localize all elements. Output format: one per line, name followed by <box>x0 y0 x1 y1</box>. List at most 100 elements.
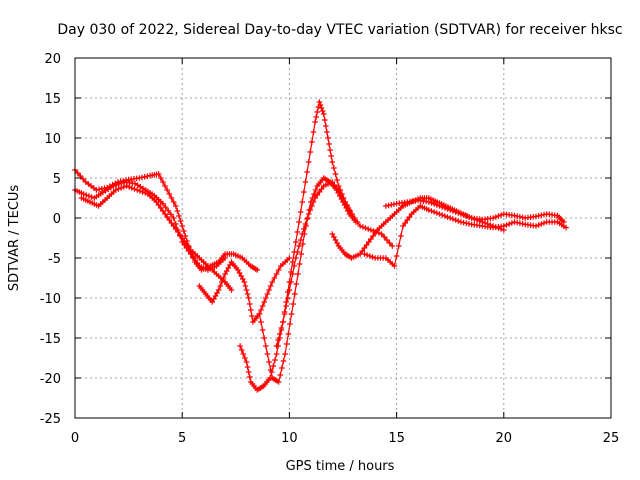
data-point-marker <box>289 271 296 277</box>
x-tick-label: 10 <box>281 431 298 446</box>
data-point-marker <box>447 215 453 221</box>
data-point-marker <box>312 187 319 193</box>
data-point-marker <box>241 279 248 285</box>
data-point-marker <box>217 283 224 289</box>
data-point-marker <box>293 239 299 245</box>
data-point-marker <box>563 224 569 231</box>
data-point-marker <box>279 365 285 371</box>
data-point-marker <box>168 195 175 201</box>
data-point-marker <box>225 265 232 271</box>
data-point-marker <box>368 227 374 233</box>
data-point-marker <box>239 276 246 282</box>
y-tick-label: 0 <box>53 212 61 227</box>
data-point-marker <box>404 217 411 223</box>
y-tick-label: -25 <box>40 412 61 427</box>
data-point-marker <box>277 372 284 378</box>
data-point-marker <box>160 179 166 185</box>
data-point-marker <box>466 214 472 220</box>
data-point-marker <box>455 218 462 224</box>
data-point-marker <box>307 149 314 155</box>
data-point-marker <box>310 129 317 135</box>
data-point-marker <box>332 171 339 177</box>
data-point-marker <box>174 208 181 214</box>
data-point-marker <box>222 255 228 261</box>
data-point-marker <box>267 367 274 373</box>
x-tick-label: 15 <box>388 431 405 446</box>
data-point-marker <box>318 186 325 192</box>
data-point-marker <box>190 254 196 260</box>
data-point-marker <box>272 357 278 363</box>
data-point-marker <box>318 105 325 111</box>
data-point-marker <box>294 229 301 235</box>
series-arc-1 <box>72 167 261 273</box>
y-tick-label: 15 <box>44 92 61 107</box>
data-point-marker <box>349 211 355 217</box>
axis-ticks: 0 5 10 15 20 25 -25 -20 -15 -10 -5 0 5 10 15 20 <box>40 52 620 446</box>
data-point-marker <box>391 263 398 269</box>
chart-title: Day 030 of 2022, Sidereal Day-to-day VTE… <box>57 22 622 38</box>
data-point-marker <box>357 223 363 229</box>
series-arc-10 <box>383 197 567 225</box>
data-point-marker <box>112 187 119 193</box>
data-point-marker <box>316 99 323 105</box>
y-tick-label: -5 <box>48 252 61 267</box>
data-point-marker <box>118 185 124 191</box>
data-point-marker <box>305 159 312 165</box>
data-point-marker <box>288 279 294 285</box>
data-point-marker <box>179 235 185 241</box>
data-point-marker <box>162 211 168 217</box>
data-point-marker <box>266 287 272 293</box>
data-point-marker <box>176 213 182 219</box>
data-point-marker <box>367 253 373 259</box>
data-point-marker <box>110 183 117 189</box>
data-point-marker <box>509 220 515 226</box>
data-point-marker <box>402 220 408 226</box>
data-point-marker <box>249 313 255 319</box>
data-point-marker <box>444 214 451 220</box>
data-point-marker <box>165 208 172 214</box>
data-point-marker <box>436 211 443 217</box>
data-point-marker <box>137 188 143 194</box>
data-point-marker <box>220 275 227 281</box>
data-point-marker <box>256 311 263 317</box>
data-point-marker <box>501 223 507 229</box>
data-point-marker <box>450 216 456 222</box>
data-point-marker <box>245 369 252 375</box>
data-point-marker <box>342 199 348 205</box>
data-point-marker <box>381 234 388 240</box>
data-point-marker <box>395 243 402 249</box>
data-point-marker <box>442 205 448 211</box>
data-point-marker <box>452 209 459 215</box>
data-point-marker <box>271 275 278 281</box>
data-point-marker <box>400 223 406 229</box>
data-point-marker <box>344 203 351 209</box>
data-point-marker <box>86 193 92 199</box>
data-point-marker <box>181 238 188 244</box>
series-line <box>239 101 353 391</box>
data-point-marker <box>329 179 336 185</box>
data-point-marker <box>116 181 122 187</box>
x-axis-label: GPS time / hours <box>286 459 395 474</box>
series-arc-4 <box>196 255 293 325</box>
data-point-marker <box>314 109 321 115</box>
data-point-marker <box>168 211 174 218</box>
data-point-marker <box>304 169 310 175</box>
data-point-marker <box>115 186 122 192</box>
data-point-marker <box>369 254 376 260</box>
data-point-marker <box>246 301 253 307</box>
data-point-marker <box>452 217 459 223</box>
data-point-marker <box>155 202 162 208</box>
data-point-marker <box>309 139 315 145</box>
data-point-marker <box>166 217 173 223</box>
data-point-marker <box>153 199 160 205</box>
data-point-marker <box>311 191 317 197</box>
data-point-marker <box>74 170 81 176</box>
data-point-marker <box>238 347 245 353</box>
data-point-marker <box>287 321 293 327</box>
data-point-marker <box>280 358 287 364</box>
data-point-marker <box>323 123 329 129</box>
data-point-marker <box>266 359 272 365</box>
data-point-marker <box>293 255 299 261</box>
data-point-marker <box>269 279 276 285</box>
data-point-marker <box>317 102 324 108</box>
